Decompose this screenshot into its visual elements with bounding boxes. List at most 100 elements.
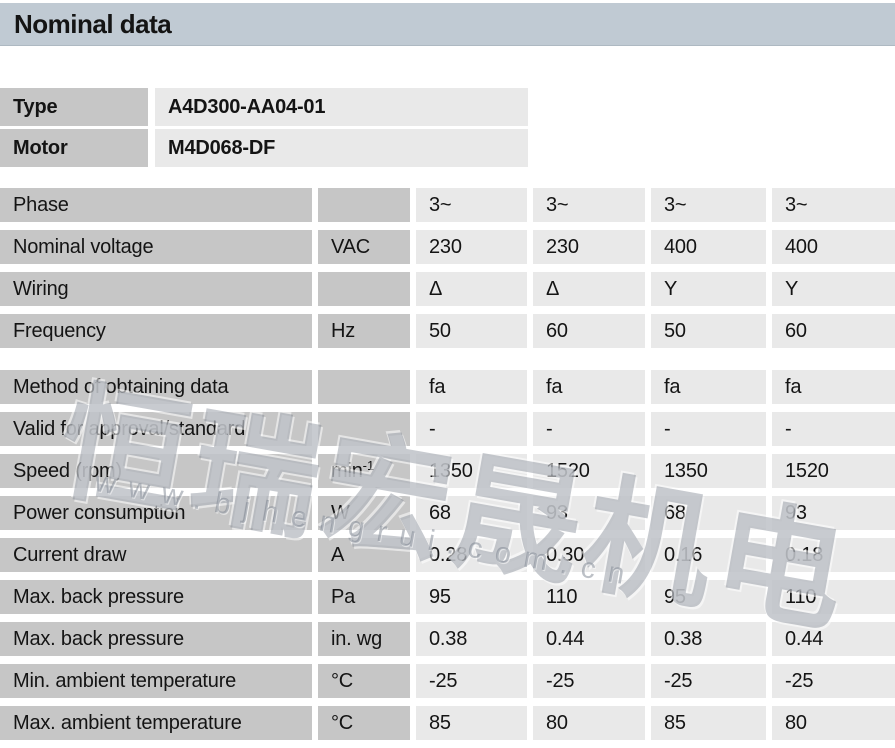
row-value: 93 (533, 496, 645, 530)
row-value: Δ (416, 272, 527, 306)
row-value: 1520 (772, 454, 895, 488)
row-label: Wiring (0, 272, 312, 306)
row-unit: in. wg (318, 622, 410, 656)
table-row: Phase 3~ 3~ 3~ 3~ (0, 188, 895, 222)
identity-label: Motor (0, 129, 148, 167)
identity-table: Type A4D300-AA04-01 Motor M4D068-DF (0, 88, 528, 167)
row-label: Max. back pressure (0, 580, 312, 614)
row-label: Method of obtaining data (0, 370, 312, 404)
row-label: Max. back pressure (0, 622, 312, 656)
row-value: 400 (651, 230, 766, 264)
row-value: 68 (416, 496, 527, 530)
row-label: Phase (0, 188, 312, 222)
row-label: Power consumption (0, 496, 312, 530)
row-value: -25 (772, 664, 895, 698)
row-value: -25 (651, 664, 766, 698)
row-value: fa (533, 370, 645, 404)
row-value: 110 (533, 580, 645, 614)
row-label: Min. ambient temperature (0, 664, 312, 698)
row-value: -25 (416, 664, 527, 698)
table-row: Power consumption W 68 93 68 93 (0, 496, 895, 530)
row-value: 95 (416, 580, 527, 614)
identity-label: Type (0, 88, 148, 126)
row-value: - (533, 412, 645, 446)
row-unit (318, 412, 410, 446)
row-unit: W (318, 496, 410, 530)
row-value: 0.18 (772, 538, 895, 572)
table-row: Nominal voltage VAC 230 230 400 400 (0, 230, 895, 264)
table-row: Valid for approval/standard - - - - (0, 412, 895, 446)
row-value: -25 (533, 664, 645, 698)
row-value: 3~ (533, 188, 645, 222)
row-unit: min -1 (318, 454, 410, 488)
row-value: - (772, 412, 895, 446)
nominal-data-table: Phase 3~ 3~ 3~ 3~ Nominal voltage VAC 230 230 400… (0, 188, 895, 740)
row-value: 1350 (651, 454, 766, 488)
row-value: 110 (772, 580, 895, 614)
unit-superscript: -1 (362, 457, 375, 473)
row-value: 1520 (533, 454, 645, 488)
row-value: fa (416, 370, 527, 404)
page-title: Nominal data (14, 8, 172, 39)
row-value: 0.38 (651, 622, 766, 656)
row-value: 85 (651, 706, 766, 740)
row-value: 50 (416, 314, 527, 348)
row-value: 400 (772, 230, 895, 264)
row-value: Δ (533, 272, 645, 306)
row-label: Frequency (0, 314, 312, 348)
row-value: 230 (416, 230, 527, 264)
table-row: Max. ambient temperature °C 85 80 85 80 (0, 706, 895, 740)
row-value: 230 (533, 230, 645, 264)
row-value: 50 (651, 314, 766, 348)
table-row: Max. back pressure in. wg 0.38 0.44 0.38 0.44 (0, 622, 895, 656)
row-value: - (416, 412, 527, 446)
row-value: 93 (772, 496, 895, 530)
row-value: fa (651, 370, 766, 404)
row-value: 1350 (416, 454, 527, 488)
row-value: 0.38 (416, 622, 527, 656)
row-value: 0.30 (533, 538, 645, 572)
table-row: Max. back pressure Pa 95 110 95 110 (0, 580, 895, 614)
row-label: Nominal voltage (0, 230, 312, 264)
row-value: 0.16 (651, 538, 766, 572)
table-row: Frequency Hz 50 60 50 60 (0, 314, 895, 348)
row-value: fa (772, 370, 895, 404)
identity-value: M4D068-DF (155, 129, 528, 167)
section-header-bar: Nominal data (0, 3, 895, 46)
row-unit (318, 370, 410, 404)
table-section: Phase 3~ 3~ 3~ 3~ Nominal voltage VAC 230 230 400… (0, 188, 895, 348)
table-row: Current draw A 0.28 0.30 0.16 0.18 (0, 538, 895, 572)
row-value: Y (772, 272, 895, 306)
row-value: 68 (651, 496, 766, 530)
row-value: 80 (772, 706, 895, 740)
row-value: 95 (651, 580, 766, 614)
row-label: Current draw (0, 538, 312, 572)
row-unit: Pa (318, 580, 410, 614)
row-label: Max. ambient temperature (0, 706, 312, 740)
table-section: Method of obtaining data fa fa fa fa Valid fo… (0, 370, 895, 740)
table-row: Method of obtaining data fa fa fa fa (0, 370, 895, 404)
identity-row: Motor M4D068-DF (0, 129, 528, 167)
row-value: 0.44 (772, 622, 895, 656)
identity-row: Type A4D300-AA04-01 (0, 88, 528, 126)
row-value: 3~ (651, 188, 766, 222)
row-unit (318, 188, 410, 222)
table-row: Speed (rpm) min -1 1350 1520 1350 1520 (0, 454, 895, 488)
row-value: Y (651, 272, 766, 306)
row-unit: Hz (318, 314, 410, 348)
row-value: 85 (416, 706, 527, 740)
row-unit: °C (318, 664, 410, 698)
row-label: Valid for approval/standard (0, 412, 312, 446)
row-unit (318, 272, 410, 306)
row-value: 80 (533, 706, 645, 740)
table-row: Wiring Δ Δ Y Y (0, 272, 895, 306)
row-value: 60 (533, 314, 645, 348)
row-value: 60 (772, 314, 895, 348)
row-value: 3~ (416, 188, 527, 222)
row-value: 0.28 (416, 538, 527, 572)
row-label: Speed (rpm) (0, 454, 312, 488)
row-value: 3~ (772, 188, 895, 222)
row-value: 0.44 (533, 622, 645, 656)
row-unit: A (318, 538, 410, 572)
identity-value: A4D300-AA04-01 (155, 88, 528, 126)
